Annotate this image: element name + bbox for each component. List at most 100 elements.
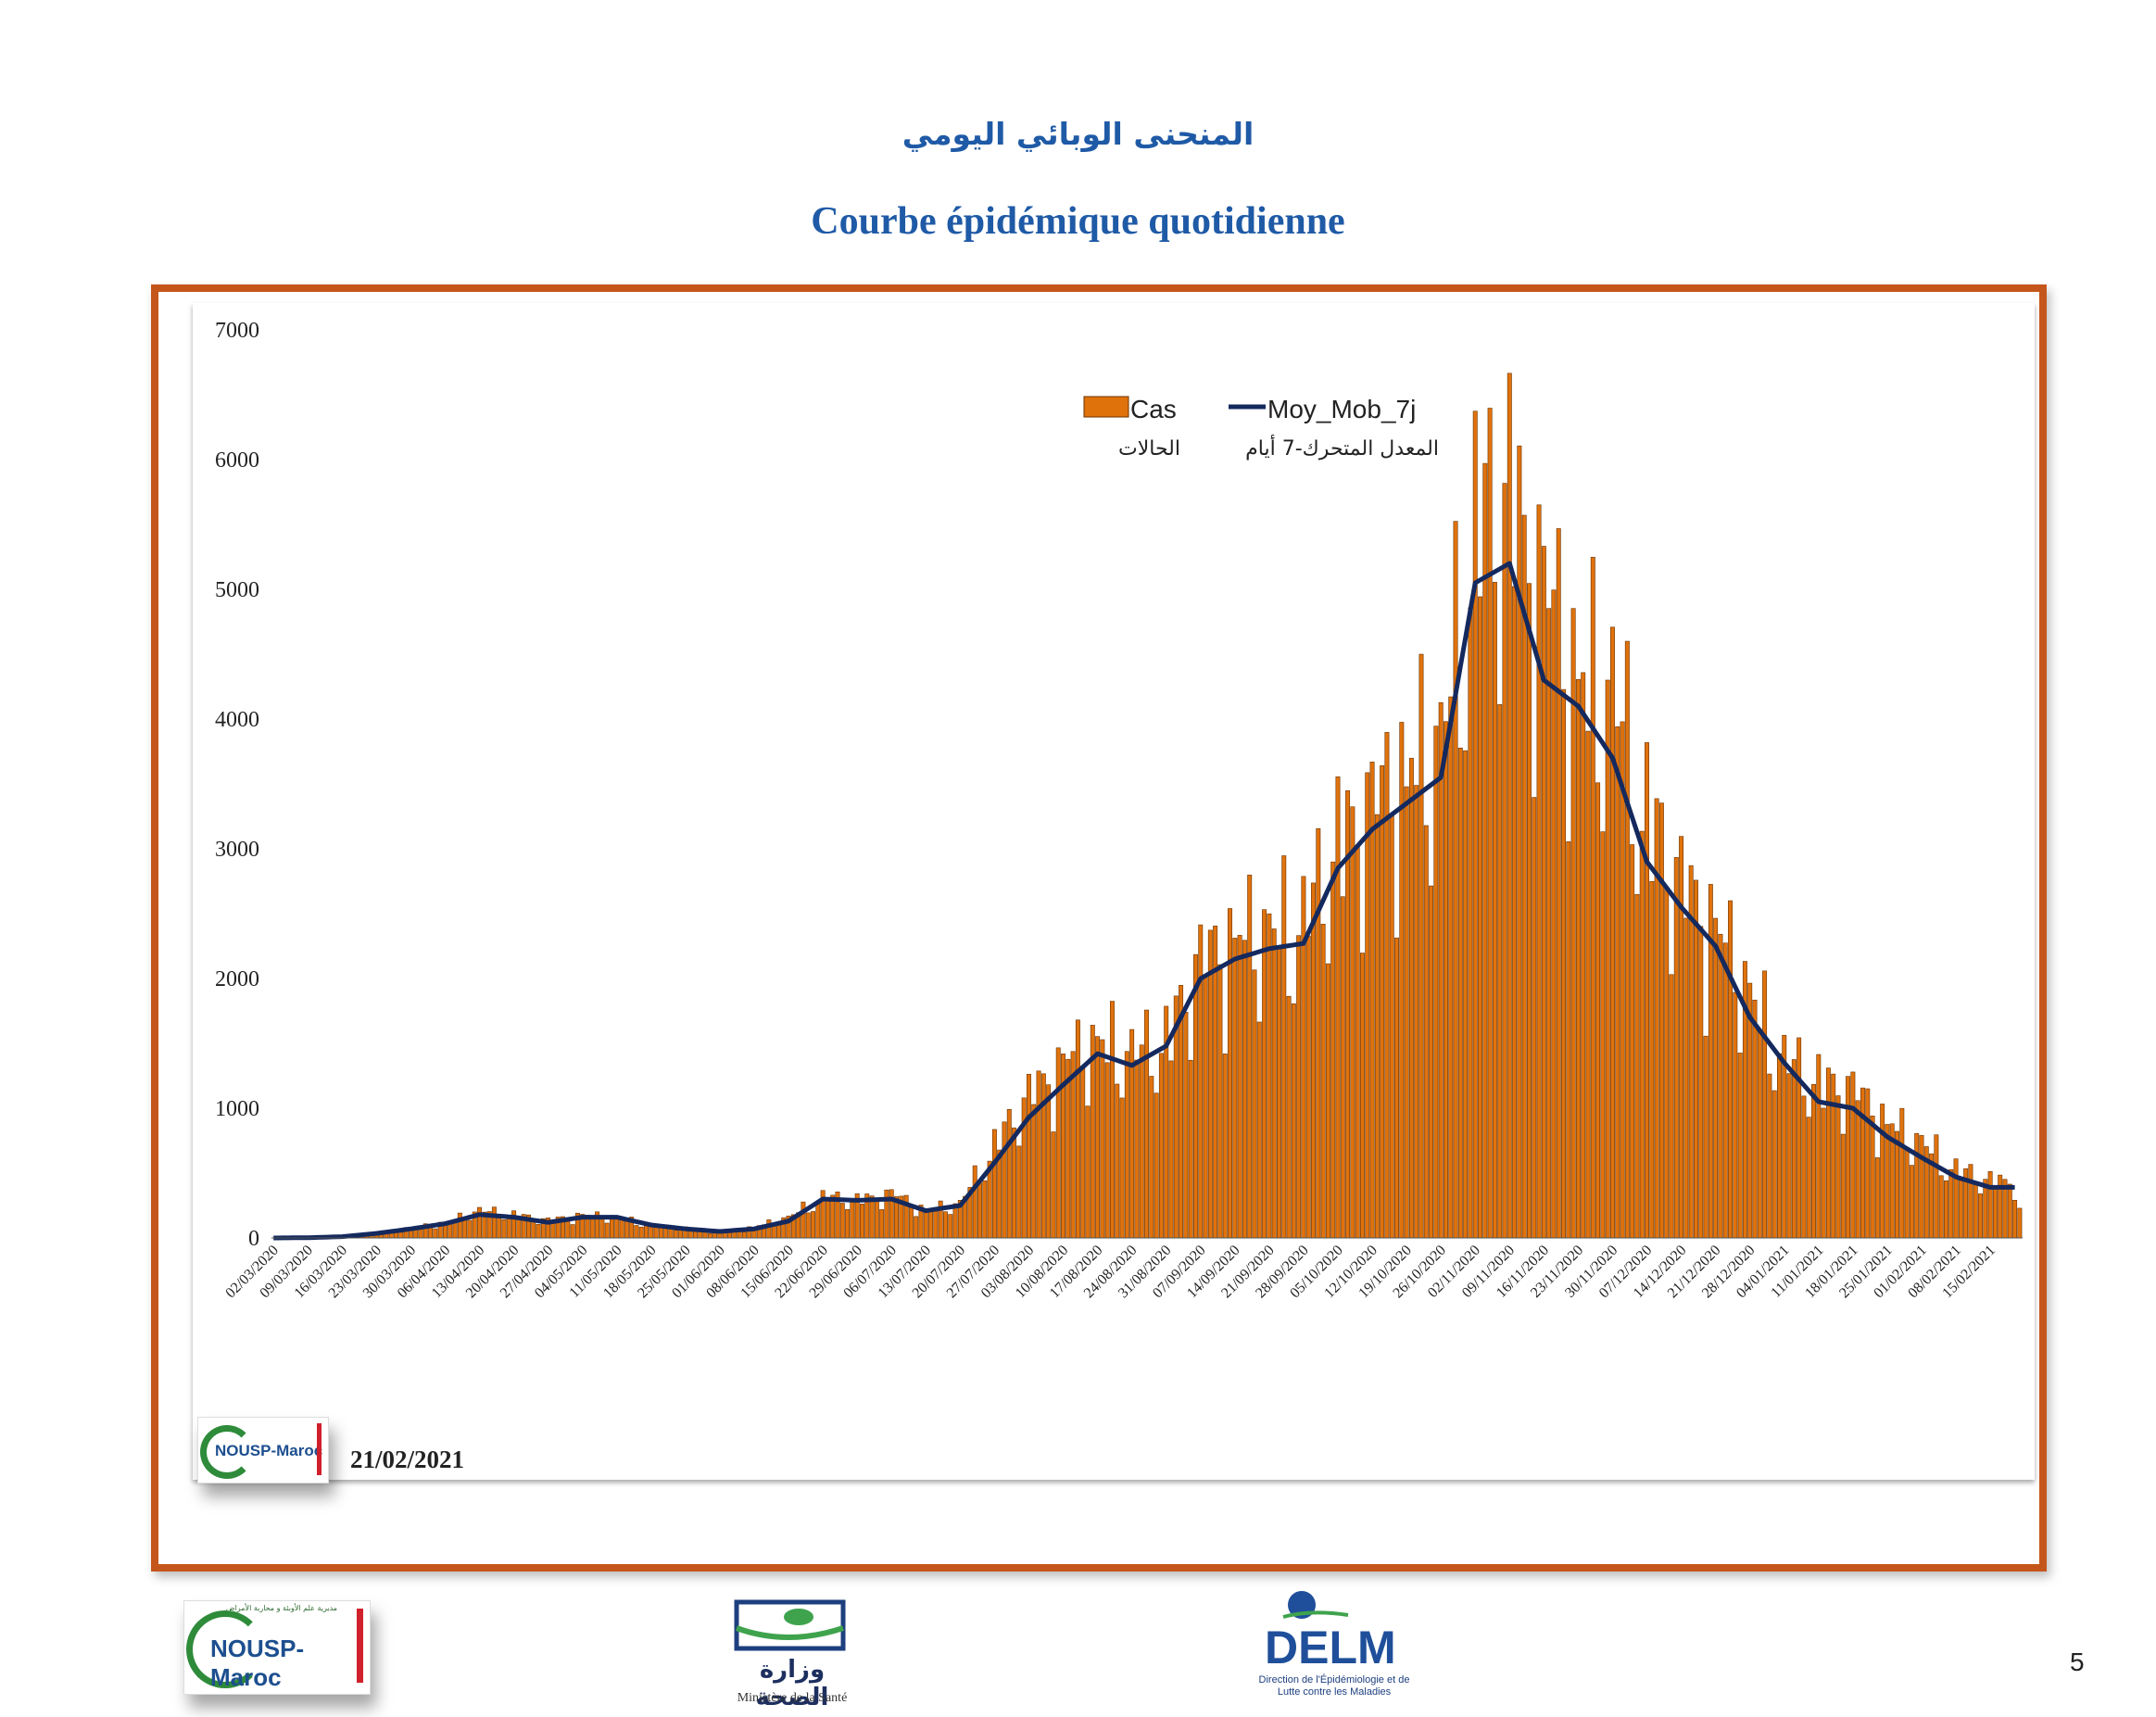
case-bar [1786,1073,1792,1239]
case-bar [1630,844,1635,1239]
case-bar [1517,445,1522,1239]
case-bar [1192,953,1198,1239]
case-bar [933,1210,939,1239]
y-tick-label: 0 [248,1227,259,1251]
case-bar [1532,797,1537,1239]
case-bar [923,1210,928,1239]
case-bar [1992,1188,1998,1239]
case-bar [1203,974,1208,1239]
case-bar [1497,704,1503,1239]
case-bar [1968,1164,1973,1239]
case-bar [1065,1058,1071,1239]
case-bar [825,1200,830,1239]
case-bar [1330,861,1336,1239]
case-bar [1389,814,1394,1239]
case-bar [1262,909,1267,1239]
case-bar [1158,1053,1164,1239]
case-bar [839,1203,845,1239]
case-bar [1242,940,1247,1239]
case-bar [1846,1076,1851,1239]
case-bar [942,1211,948,1239]
case-bar [1605,679,1610,1239]
case-bar [1718,933,1723,1239]
case-bar [1075,1019,1080,1239]
case-bar [1139,1044,1144,1239]
case-bar [1472,410,1478,1239]
nousp-logo-small: NOUSP-Maroc [197,1417,329,1483]
case-bar [1943,1180,1948,1239]
case-bar [1590,557,1595,1239]
case-bar [1978,1193,1983,1239]
case-bar [1109,1001,1115,1239]
chart-frame: 0 1000 2000 3000 4000 5000 6000 7000 02/03/2020 0… [151,284,2047,1572]
case-bar [1232,938,1238,1239]
case-bar [1728,900,1733,1239]
case-bar [1325,963,1330,1239]
case-bar [1104,1062,1110,1239]
case-bar [1154,1092,1159,1239]
case-bar [1973,1182,1978,1239]
case-bar [1693,879,1698,1239]
case-bar [1217,964,1223,1239]
case-bar [1762,970,1768,1239]
case-bar [1958,1177,1963,1239]
case-bar [1080,1067,1086,1239]
case-bar [1144,1009,1149,1239]
case-bar [1507,372,1512,1239]
case-bar [948,1214,953,1239]
case-bar [972,1165,977,1239]
case-bar [1320,924,1326,1239]
case-bar [634,1225,639,1239]
case-bar [1987,1170,1993,1239]
case-bar [2007,1183,2012,1239]
ministry-of-health-logo: وزارة الصحة Ministère de la Santé [723,1598,862,1711]
chart-panel: 0 1000 2000 3000 4000 5000 6000 7000 02/03/2020 0… [193,303,2035,1483]
case-bar [1448,696,1454,1239]
case-bar [1183,1012,1189,1239]
case-bar [815,1201,821,1239]
delm-logo: DELM Direction de l'Épidémiologie et de … [1255,1589,1413,1705]
case-bar [614,1216,620,1239]
y-tick-label: 2000 [215,967,259,991]
case-bar [908,1205,914,1239]
case-bar [1806,1117,1811,1239]
case-bar [1526,583,1532,1239]
case-bar [1919,1135,1924,1239]
case-bar [1645,742,1649,1239]
case-bar [1874,1157,1880,1239]
case-bar [1885,1124,1890,1239]
case-bar [1624,640,1630,1239]
case-bar [1305,935,1311,1239]
case-bar [624,1220,629,1239]
case-bar [1443,721,1448,1239]
case-bar [1453,521,1458,1239]
case-bar [1429,885,1434,1239]
case-bar [1566,841,1571,1239]
case-bar [433,1228,438,1239]
case-bar [1752,999,1758,1239]
case-bar [1698,926,1704,1239]
case-bar [2012,1199,2018,1239]
case-bar [1134,1059,1140,1239]
case-bar [1394,937,1399,1239]
case-bar [1414,785,1419,1239]
case-bar [1938,1175,1944,1239]
page-title-arabic: المنحنى الوبائي اليومي [901,116,1255,152]
page-title-french: Courbe épidémique quotidienne [811,200,1345,243]
case-bar [1797,1037,1802,1239]
case-bar [1634,893,1640,1239]
case-bar [1669,974,1674,1239]
legend-bar-swatch [1083,396,1129,418]
case-bar [1757,1029,1762,1239]
case-bar [1276,946,1281,1239]
case-bar [1998,1174,2003,1239]
case-bar [1835,1095,1841,1239]
moving-average-line [273,561,2015,1241]
case-bar [1831,1073,1836,1239]
case-bar [1404,786,1409,1239]
report-date: 21/02/2021 [350,1446,465,1473]
case-bar [707,1232,712,1239]
case-bar [1865,1088,1871,1239]
case-bar [801,1201,806,1239]
case-bar [1267,913,1272,1239]
